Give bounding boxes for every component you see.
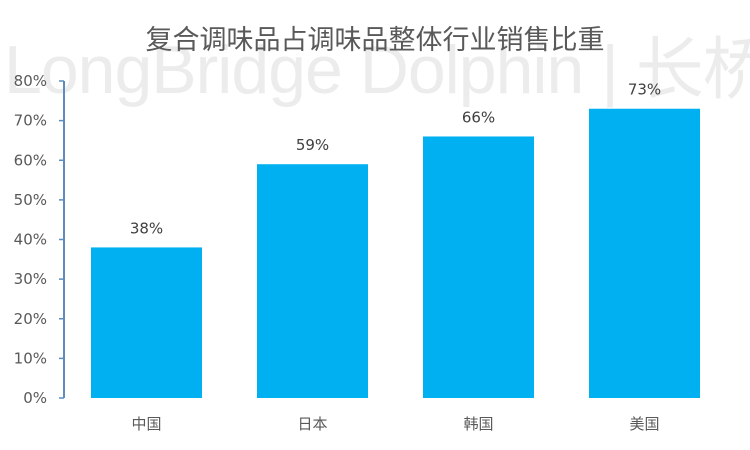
y-tick-label: 20% — [14, 310, 47, 328]
bar-2 — [423, 136, 534, 398]
data-label: 73% — [628, 81, 661, 99]
y-tick-label: 10% — [14, 349, 47, 367]
x-category-label: 美国 — [629, 415, 659, 433]
y-tick-label: 70% — [14, 112, 47, 130]
watermark: LongBridge Dolphin | 长桥海豚投研 — [4, 32, 750, 108]
x-category-label: 中国 — [131, 415, 161, 433]
x-category-label: 韩国 — [463, 415, 493, 433]
data-label: 66% — [462, 108, 495, 126]
y-tick-label: 80% — [14, 72, 47, 90]
chart-title: 复合调味品占调味品整体行业销售比重 — [145, 25, 605, 56]
y-tick-label: 50% — [14, 191, 47, 209]
y-tick-label: 40% — [14, 231, 47, 249]
y-tick-label: 0% — [23, 389, 47, 407]
bar-1 — [257, 164, 368, 398]
data-label: 38% — [130, 219, 163, 237]
x-category-label: 日本 — [297, 415, 327, 433]
bar-0 — [91, 247, 202, 398]
y-tick-label: 30% — [14, 270, 47, 288]
bar-3 — [589, 108, 700, 399]
data-label: 59% — [296, 136, 329, 154]
y-tick-label: 60% — [14, 151, 47, 169]
